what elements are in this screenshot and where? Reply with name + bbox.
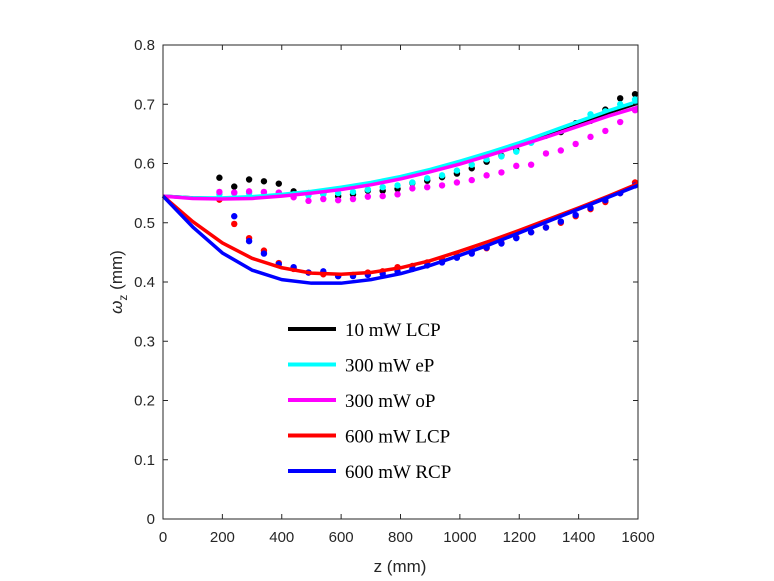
data-point (216, 188, 223, 196)
data-point (424, 175, 431, 182)
data-point (527, 161, 535, 168)
data-point (587, 133, 594, 141)
data-point (468, 176, 475, 184)
data-point (320, 195, 327, 203)
legend-label: 600 mW LCP (345, 427, 450, 448)
data-point (349, 195, 357, 203)
x-tick-label: 0 (159, 529, 167, 546)
data-point (245, 237, 253, 245)
y-axis-label-omega: ω (107, 301, 126, 314)
x-axis-label: z (mm) (374, 557, 427, 576)
legend-label: 300 mW oP (345, 391, 435, 412)
fit-line-4 (161, 183, 639, 285)
x-tick-label: 1600 (621, 529, 654, 546)
x-tick-label: 1400 (562, 529, 595, 546)
data-point (513, 148, 520, 155)
y-tick-label: 0.5 (134, 215, 155, 232)
data-point (513, 234, 520, 242)
data-point (334, 197, 342, 204)
data-point (631, 90, 639, 98)
y-tick-label: 0.7 (134, 96, 155, 113)
data-point (245, 188, 253, 195)
y-axis-label-unit: (mm) (107, 250, 126, 294)
y-tick-label: 0.8 (134, 37, 155, 54)
data-point (483, 172, 490, 179)
data-point (260, 188, 268, 196)
data-point (260, 250, 268, 257)
x-tick-label: 1200 (503, 529, 536, 546)
data-point (364, 186, 372, 193)
x-tick-label: 800 (388, 529, 413, 546)
plot-frame (162, 44, 639, 520)
x-tick-label: 1000 (443, 529, 476, 546)
data-point (572, 140, 579, 148)
data-point (498, 153, 505, 160)
data-point (305, 197, 312, 205)
data-point (409, 179, 416, 186)
fit-line-1 (162, 99, 639, 200)
legend-label: 10 mW LCP (345, 320, 441, 341)
data-point (424, 184, 431, 191)
data-point (616, 95, 624, 102)
data-point (498, 169, 505, 176)
data-point (572, 211, 579, 219)
data-point (231, 213, 238, 220)
legend-label: 300 mW eP (345, 356, 434, 377)
data-point (349, 188, 357, 196)
data-point (231, 189, 238, 196)
data-point (260, 178, 268, 185)
data-point (557, 147, 565, 154)
x-tick-label: 600 (329, 529, 354, 546)
data-point (379, 184, 386, 191)
data-point (513, 162, 520, 170)
data-point (364, 193, 372, 200)
data-point (231, 220, 238, 228)
data-point (409, 185, 416, 192)
y-tick-label: 0.6 (134, 156, 155, 173)
y-tick-label: 0.4 (134, 274, 155, 291)
legend-label: 600 mW RCP (345, 462, 451, 483)
y-tick-label: 0.1 (134, 452, 155, 469)
data-point (231, 183, 238, 190)
data-point (616, 118, 624, 126)
data-point (394, 191, 401, 198)
data-point (245, 176, 253, 183)
fit-line-2 (162, 105, 639, 201)
data-point (527, 229, 535, 236)
data-point (438, 172, 446, 179)
data-point (468, 161, 475, 168)
x-tick-label: 400 (269, 529, 294, 546)
data-point (379, 192, 386, 200)
data-point (557, 218, 565, 225)
data-point (453, 179, 461, 186)
y-axis-label: ωz (mm) (107, 250, 130, 314)
data-point (602, 127, 609, 135)
y-axis-label-sub: z (116, 295, 130, 301)
data-point (542, 150, 550, 157)
series-2 (216, 106, 639, 205)
data-point (438, 182, 446, 189)
legend: 10 mW LCP 300 mW eP 300 mW oP 600 mW LCP 600… (288, 320, 451, 483)
data-point (275, 180, 282, 187)
data-point (542, 224, 550, 231)
x-tick-label: 200 (210, 529, 235, 546)
data-point (394, 182, 401, 189)
y-tick-label: 0.2 (134, 393, 155, 410)
data-point (216, 174, 223, 181)
y-tick-label: 0.3 (134, 333, 155, 350)
y-tick-label: 0 (147, 511, 155, 528)
data-point (453, 167, 461, 174)
